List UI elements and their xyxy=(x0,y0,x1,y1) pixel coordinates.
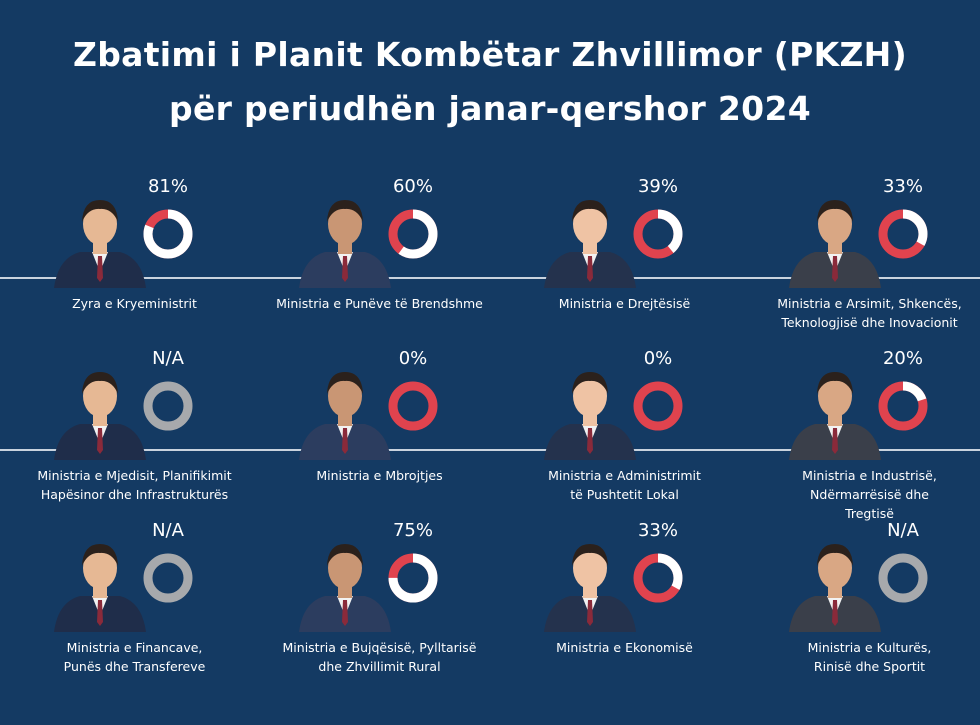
ministry-card: 0% Ministria e Administrimit të Pushtetit… xyxy=(502,342,747,520)
title-line-1: Zbatimi i Planit Kombëtar Zhvillimor (PK… xyxy=(73,35,907,74)
completion-percent: N/A xyxy=(152,520,184,541)
completion-percent: 81% xyxy=(147,176,188,197)
ministry-label: Ministria e Punëve të Brendshme xyxy=(276,296,483,311)
ministry-card: 33% Ministria e Ekonomisë xyxy=(502,514,747,692)
completion-percent: 75% xyxy=(392,520,433,541)
minister-portrait xyxy=(789,544,881,632)
ministry-label: Ministria e Financave, Punës dhe Transfe… xyxy=(63,640,206,674)
completion-percent: N/A xyxy=(152,348,184,369)
ministry-label: Zyra e Kryeministrit xyxy=(72,296,197,311)
ministry-card: 39% Ministria e Drejtësisë xyxy=(502,170,747,348)
ministry-label: Ministria e Industrisë, Ndërmarrësisë dh… xyxy=(802,468,937,521)
ministry-card: 81% Zyra e Kryeministrit xyxy=(12,170,257,348)
completion-percent: 60% xyxy=(392,176,433,197)
minister-portrait xyxy=(789,200,881,288)
ministry-card: N/A Ministria e Kulturës, Rinisë dhe Spor… xyxy=(747,514,980,692)
infographic-title: Zbatimi i Planit Kombëtar Zhvillimor (PK… xyxy=(0,28,980,136)
progress-donut xyxy=(388,381,438,431)
ministry-label: Ministria e Mbrojtjes xyxy=(316,468,443,483)
progress-donut xyxy=(143,209,193,259)
progress-donut xyxy=(143,381,193,431)
ministry-card: 0% Ministria e Mbrojtjes xyxy=(257,342,502,520)
minister-portrait xyxy=(54,372,146,460)
ministry-card: 33% Ministria e Arsimit, Shkencës, Teknol… xyxy=(747,170,980,348)
ministry-label: Ministria e Ekonomisë xyxy=(556,640,693,655)
minister-portrait xyxy=(299,372,391,460)
ministry-card: 60% Ministria e Punëve të Brendshme xyxy=(257,170,502,348)
minister-portrait xyxy=(299,200,391,288)
minister-portrait xyxy=(299,544,391,632)
completion-percent: N/A xyxy=(887,520,919,541)
minister-portrait xyxy=(544,372,636,460)
minister-portrait xyxy=(544,200,636,288)
progress-donut xyxy=(388,209,438,259)
ministry-card: 20% Ministria e Industrisë, Ndërmarrësisë… xyxy=(747,342,980,521)
ministry-label: Ministria e Administrimit të Pushtetit L… xyxy=(548,468,701,502)
ministry-label: Ministria e Kulturës, Rinisë dhe Sportit xyxy=(807,640,932,674)
completion-percent: 0% xyxy=(398,348,428,369)
completion-percent: 33% xyxy=(637,520,678,541)
progress-donut xyxy=(388,553,438,603)
minister-portrait xyxy=(789,372,881,460)
completion-percent: 0% xyxy=(643,348,673,369)
progress-donut xyxy=(878,209,928,259)
ministry-label: Ministria e Drejtësisë xyxy=(558,296,691,311)
ministry-label: Ministria e Arsimit, Shkencës, Teknologj… xyxy=(777,296,962,330)
progress-donut xyxy=(878,553,928,603)
completion-percent: 33% xyxy=(882,176,923,197)
progress-donut xyxy=(143,553,193,603)
ministry-label: Ministria e Bujqësisë, Pylltarisë dhe Zh… xyxy=(282,640,477,674)
ministry-card: 75% Ministria e Bujqësisë, Pylltarisë dhe… xyxy=(257,514,502,692)
completion-percent: 39% xyxy=(637,176,678,197)
progress-donut xyxy=(633,381,683,431)
ministry-card: N/A Ministria e Mjedisit, Planifikimit Ha… xyxy=(12,342,257,520)
progress-donut xyxy=(633,209,683,259)
progress-donut xyxy=(633,553,683,603)
completion-percent: 20% xyxy=(882,348,923,369)
ministry-label: Ministria e Mjedisit, Planifikimit Hapës… xyxy=(37,468,232,502)
minister-portrait xyxy=(54,544,146,632)
minister-portrait xyxy=(54,200,146,288)
ministry-card: N/A Ministria e Financave, Punës dhe Tran… xyxy=(12,514,257,692)
row-divider-2 xyxy=(0,449,980,451)
progress-donut xyxy=(878,381,928,431)
title-line-2: për periudhën janar-qershor 2024 xyxy=(169,89,811,128)
row-divider-1 xyxy=(0,277,980,279)
minister-portrait xyxy=(544,544,636,632)
